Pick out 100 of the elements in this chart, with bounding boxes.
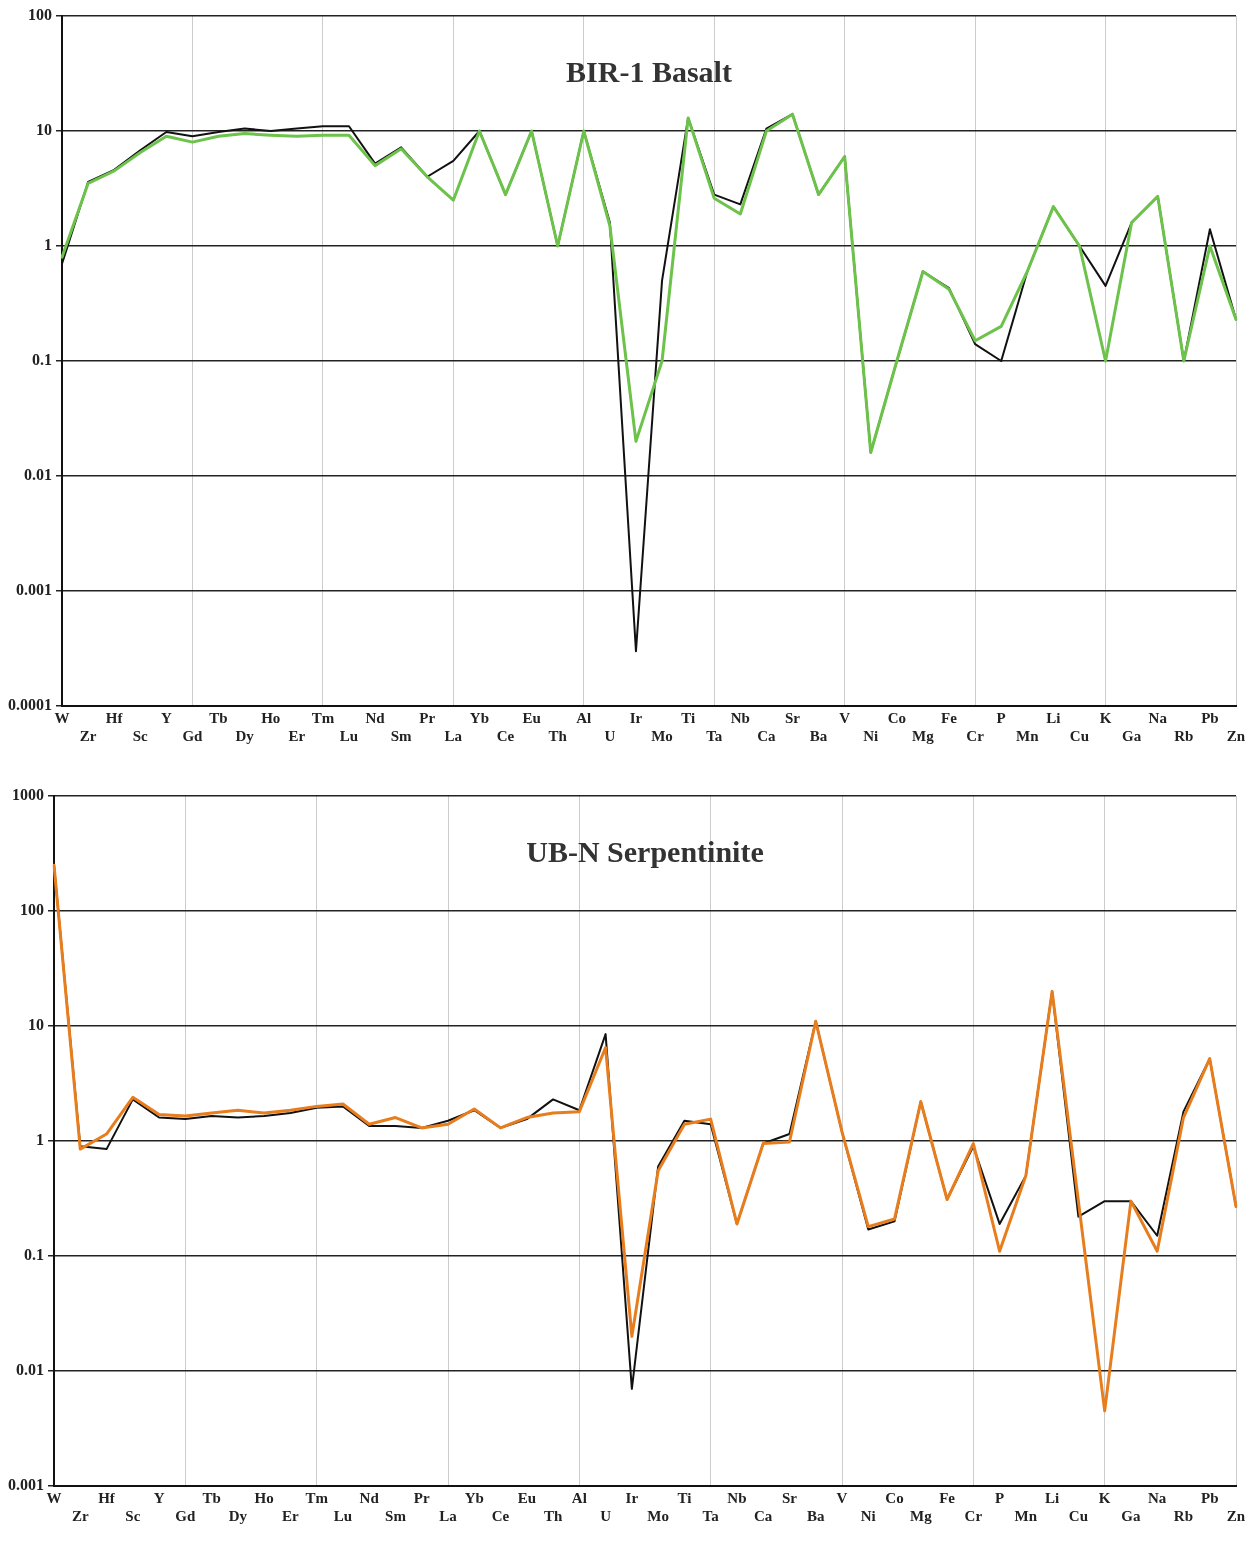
y-tick-label: 1000 (12, 786, 44, 804)
x-tick-label: Ce (491, 1507, 510, 1524)
y-tick-label: 10 (28, 1016, 44, 1034)
x-tick-label: Ho (261, 709, 281, 726)
x-tick-label: W (46, 1489, 62, 1506)
x-tick-label: Mn (1016, 727, 1040, 744)
x-tick-label: Al (571, 1489, 587, 1506)
x-tick-label: Ni (860, 1507, 876, 1524)
x-tick-label: Nd (365, 709, 386, 726)
x-tick-label: Sc (125, 1507, 141, 1524)
x-tick-label: Pr (413, 1489, 430, 1506)
x-tick-label: Y (160, 709, 172, 726)
x-tick-label: Al (576, 709, 592, 726)
x-tick-label: Li (1046, 709, 1061, 726)
x-tick-label: Sr (781, 1489, 798, 1506)
x-tick-label: Th (543, 1507, 563, 1524)
x-tick-label: Dy (228, 1507, 248, 1524)
x-tick-label: Mg (912, 727, 935, 744)
y-tick-label: 0.001 (16, 581, 52, 599)
x-tick-label: U (604, 727, 616, 744)
x-tick-label: Mn (1014, 1507, 1038, 1524)
x-tick-label: W (54, 709, 70, 726)
x-tick-label: U (600, 1507, 612, 1524)
x-tick-label: Er (282, 1507, 300, 1524)
x-tick-label: P (995, 1489, 1005, 1506)
x-tick-label: Pb (1201, 709, 1219, 726)
y-tick-label: 0.1 (32, 351, 52, 369)
y-tick-label: 0.01 (16, 1361, 44, 1379)
x-tick-label: V (836, 1489, 848, 1506)
y-tick-label: 10 (36, 121, 52, 139)
x-tick-label: Ga (1121, 1507, 1142, 1524)
y-tick-label: 100 (28, 6, 52, 24)
x-tick-label: Gd (182, 727, 204, 744)
y-tick-label: 0.001 (8, 1476, 44, 1494)
x-tick-label: Th (548, 727, 568, 744)
x-tick-label: Nb (730, 709, 750, 726)
x-tick-label: Fe (939, 1489, 956, 1506)
x-tick-label: Ti (677, 1489, 692, 1506)
x-tick-label: Zr (71, 1507, 89, 1524)
x-tick-label: Zn (1226, 727, 1246, 744)
y-tick-label: 0.1 (24, 1246, 44, 1264)
x-tick-label: Ir (629, 709, 643, 726)
x-tick-label: K (1098, 1489, 1111, 1506)
x-tick-label: Nd (359, 1489, 380, 1506)
x-tick-label: Ir (625, 1489, 639, 1506)
y-tick-label: 100 (20, 901, 44, 919)
x-tick-label: Lu (339, 727, 359, 744)
x-tick-label: Cu (1069, 727, 1090, 744)
x-tick-label: Ho (254, 1489, 274, 1506)
x-tick-label: Ca (757, 727, 777, 744)
y-tick-label: 1 (36, 1131, 44, 1149)
x-tick-label: Y (153, 1489, 165, 1506)
x-tick-label: Ca (754, 1507, 773, 1524)
x-tick-label: Er (288, 727, 306, 744)
text: BIR-1 Basalt (566, 54, 732, 88)
y-tick-label: 0.01 (24, 466, 52, 484)
x-tick-label: Ba (806, 1507, 825, 1524)
x-tick-label: Na (1148, 709, 1168, 726)
x-tick-label: Rb (1173, 1507, 1194, 1524)
x-tick-label: Cu (1068, 1507, 1088, 1524)
x-tick-label: Mg (909, 1507, 933, 1524)
x-tick-label: Mo (647, 1507, 669, 1524)
x-tick-label: Hf (98, 1489, 116, 1506)
x-tick-label: Sc (132, 727, 149, 744)
x-tick-label: La (439, 1507, 458, 1524)
x-tick-label: Ce (496, 727, 515, 744)
x-tick-label: Lu (333, 1507, 353, 1524)
x-tick-label: Eu (522, 709, 541, 726)
x-tick-label: Ta (702, 1507, 720, 1524)
x-tick-label: Co (887, 709, 907, 726)
x-tick-label: P (996, 709, 1006, 726)
x-tick-label: Co (885, 1489, 904, 1506)
x-tick-label: Fe (941, 709, 958, 726)
x-tick-label: Ti (681, 709, 696, 726)
x-tick-label: Gd (175, 1507, 196, 1524)
x-tick-label: Na (1148, 1489, 1167, 1506)
x-tick-label: Nb (727, 1489, 747, 1506)
x-tick-label: Dy (235, 727, 255, 744)
x-tick-label: V (839, 709, 851, 726)
x-tick-label: Ba (809, 727, 828, 744)
x-tick-label: Tb (209, 709, 228, 726)
x-tick-label: Tb (202, 1489, 221, 1506)
x-tick-label: Ga (1122, 727, 1142, 744)
x-tick-label: Pb (1200, 1489, 1219, 1506)
x-tick-label: Rb (1174, 727, 1194, 744)
x-tick-label: Sm (390, 727, 413, 744)
x-tick-label: Zn (1226, 1507, 1246, 1524)
x-tick-label: La (444, 727, 463, 744)
x-tick-label: Pr (419, 709, 436, 726)
x-tick-label: Cr (964, 1507, 983, 1524)
text: UB-N Serpentinite (526, 834, 764, 868)
x-tick-label: Sr (784, 709, 801, 726)
x-tick-label: Ni (863, 727, 879, 744)
x-tick-label: Cr (966, 727, 985, 744)
x-tick-label: Yb (469, 709, 490, 726)
y-tick-label: 1 (44, 236, 52, 254)
x-tick-label: Hf (105, 709, 124, 726)
x-tick-label: Tm (305, 1489, 329, 1506)
x-tick-label: Tm (311, 709, 335, 726)
y-tick-label: 0.0001 (8, 696, 52, 714)
